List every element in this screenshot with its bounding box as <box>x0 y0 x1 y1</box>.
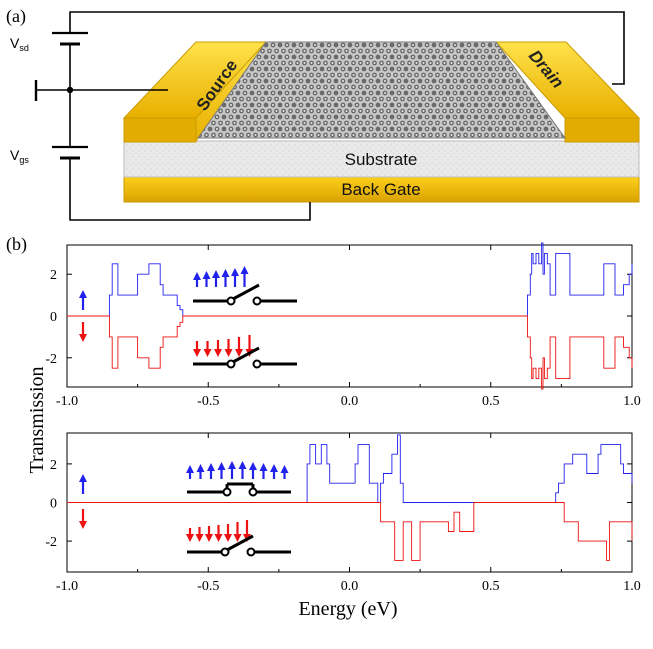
x-tick-label: 1.0 <box>623 394 641 409</box>
source-front <box>123 117 197 143</box>
vsd-label: Vsd <box>10 35 29 53</box>
y-tick-label: 2 <box>50 458 57 473</box>
spin-down-arrow-head <box>205 534 213 542</box>
spin-down-arrow-head <box>186 534 194 542</box>
series-line-spin-up <box>67 242 633 317</box>
x-tick-label: -0.5 <box>197 394 219 409</box>
vgs-label: Vgs <box>10 147 29 165</box>
series-line-spin-up <box>67 434 633 503</box>
spin-down-arrow-head <box>214 349 222 357</box>
x-tick-label: -1.0 <box>56 579 78 594</box>
switch-insets <box>186 266 297 557</box>
series-line-spin-down <box>67 315 633 390</box>
switch-lever <box>232 346 260 364</box>
switch-lever <box>226 534 254 552</box>
bottom-wire <box>69 158 311 221</box>
y-axis-label: Transmission <box>26 366 48 473</box>
series-line-spin-down <box>67 502 633 561</box>
x-tick-label: 0.5 <box>482 394 500 409</box>
spin-up-arrow-head <box>196 464 205 472</box>
spin-up-arrow-head <box>79 290 87 298</box>
spin-down-arrow-head <box>233 534 242 542</box>
x-tick-label: 0.5 <box>482 579 500 594</box>
spin-up-arrow-head <box>228 461 236 469</box>
spin-down-arrow-head <box>193 349 201 357</box>
transmission-chart-top: -1.0 -0.5 0.0 0.5 1.0 2 0 -2 <box>45 242 641 409</box>
spin-up-arrow-head <box>207 463 215 471</box>
back-gate-label: Back Gate <box>341 180 420 199</box>
switch-contact <box>252 296 262 306</box>
switch-contact <box>246 547 256 557</box>
spin-up-arrow-head <box>217 462 226 470</box>
panel-b-label: (b) <box>6 234 27 255</box>
spin-down-arrow-head <box>195 534 204 542</box>
spin-down-arrow-head <box>79 334 87 342</box>
x-tick-label: -1.0 <box>56 394 78 409</box>
spin-up-arrow-head <box>79 474 87 482</box>
spin-legend-bottom <box>79 474 87 529</box>
spin-up-arrow-head <box>221 269 230 277</box>
switch-contact <box>222 487 232 497</box>
spin-up-arrow-head <box>231 268 239 276</box>
x-tick-label: 1.0 <box>623 579 641 594</box>
y-tick-label: 0 <box>50 497 57 512</box>
spin-down-arrow-head <box>224 534 232 542</box>
device-schematic: Back Gate Substrate Source Drain <box>122 41 641 203</box>
spin-down-arrow-head <box>79 521 87 529</box>
back-gate-layer <box>123 175 640 203</box>
spin-down-arrow-head <box>203 349 212 357</box>
y-tick-label: -2 <box>45 535 57 550</box>
spin-down-arrow-head <box>214 534 223 542</box>
spin-up-arrow-head <box>202 271 211 279</box>
switch-contact <box>226 359 236 369</box>
x-tick-label: -0.5 <box>197 579 219 594</box>
substrate-layer <box>123 140 640 178</box>
switch-lever <box>232 283 260 301</box>
y-tick-label: 2 <box>50 268 57 283</box>
spin-down-arrow-head <box>224 349 233 357</box>
spin-up-arrow-head <box>193 272 201 280</box>
spin-up-arrow-head <box>249 462 257 470</box>
spin-up-arrow-head <box>259 463 268 471</box>
nanoribbon-sheet <box>197 41 566 139</box>
switch-contact <box>252 359 262 369</box>
y-tick-label: 0 <box>50 310 57 325</box>
spin-down-arrow-head <box>235 349 243 357</box>
transmission-chart-bottom: -1.0 -0.5 0.0 0.5 1.0 2 0 -2 <box>45 432 641 594</box>
switch-contact <box>248 487 258 497</box>
y-tick-label: -2 <box>45 352 57 367</box>
circuit <box>34 11 625 221</box>
x-tick-label: 0.0 <box>341 394 359 409</box>
x-tick-label: 0.0 <box>341 579 359 594</box>
spin-up-arrow-head <box>186 465 194 473</box>
spin-legend-top <box>79 290 87 342</box>
panel-a-label: (a) <box>6 6 26 27</box>
spin-up-arrow-head <box>212 270 220 278</box>
spin-up-arrow-head <box>280 465 289 473</box>
spin-up-arrow-head <box>270 464 278 472</box>
switch-contact <box>226 296 236 306</box>
drain-front <box>564 117 640 143</box>
spin-up-arrow-head <box>238 461 247 469</box>
switch-contact <box>220 547 230 557</box>
top-wire <box>69 11 625 85</box>
x-axis-label: Energy (eV) <box>298 598 397 620</box>
spin-up-arrow-head <box>240 266 249 274</box>
substrate-label: Substrate <box>345 150 418 169</box>
